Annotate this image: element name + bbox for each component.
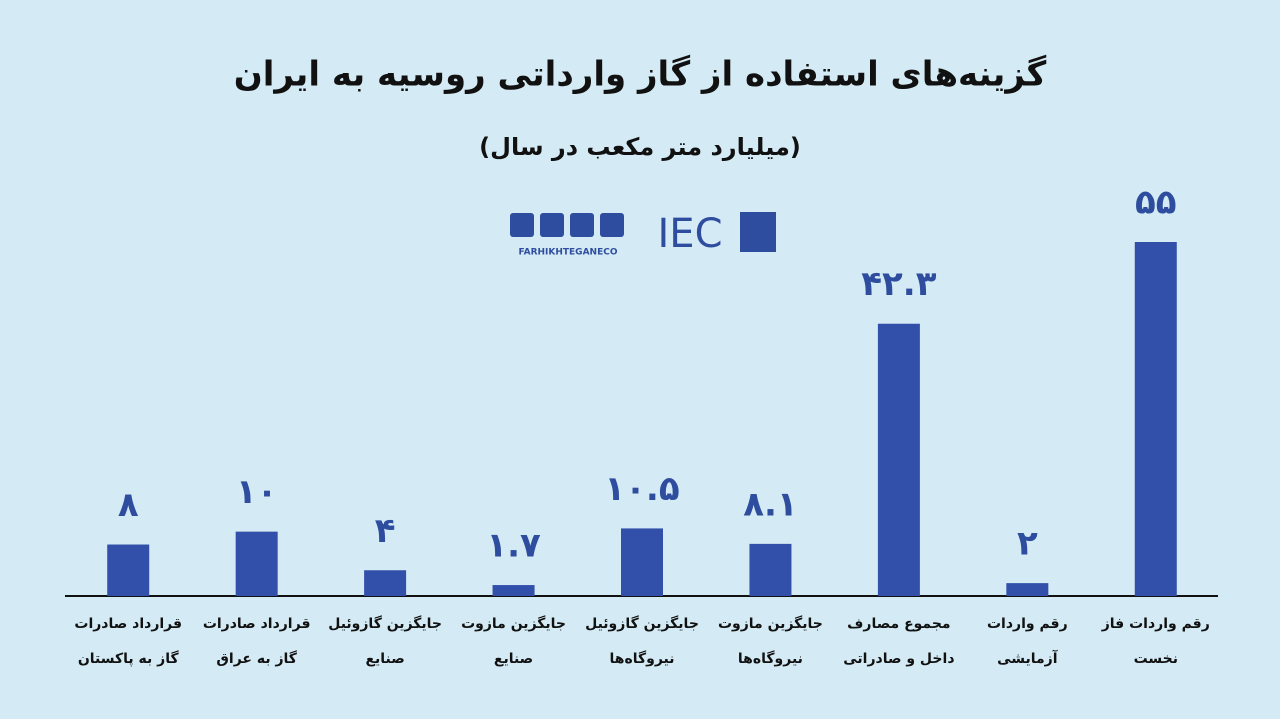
x-tick-label: قرارداد صادرات	[203, 616, 311, 632]
bar	[621, 528, 663, 596]
bar	[492, 585, 535, 596]
value-label: ۸.۱	[743, 484, 797, 524]
x-tick-label: جایگزین مازوت	[461, 615, 566, 632]
bar	[107, 544, 150, 596]
x-tick-label: آزمایشی	[997, 649, 1059, 667]
logo-mark: IEC	[658, 211, 723, 257]
bar	[749, 543, 792, 596]
bar	[877, 323, 920, 596]
value-label: ۲	[1017, 524, 1038, 564]
x-tick-label: جایگزین گازوئیل	[585, 615, 699, 632]
value-label: ۴۲.۳	[861, 264, 936, 304]
value-label: ۱.۷	[486, 526, 541, 566]
chart-subtitle: (میلیارد متر مکعب در سال)	[479, 133, 801, 161]
x-tick-label: صنایع	[494, 651, 533, 667]
x-tick-label: رقم واردات	[987, 616, 1068, 632]
bar	[235, 531, 278, 596]
social-icon	[540, 213, 564, 237]
x-tick-label: صنایع	[365, 651, 404, 667]
logo-text: FARHIKHTEGANECO	[519, 248, 618, 258]
value-label: ۱۰.۵	[604, 469, 679, 509]
chart-title: گزینه‌های استفاده از گاز وارداتی روسیه ب…	[234, 55, 1047, 95]
social-icon	[600, 213, 624, 237]
x-tick-label: جایگزین مازوت	[718, 615, 823, 632]
value-label: ۴	[375, 511, 396, 551]
value-label: ۵۵	[1135, 183, 1177, 223]
value-label: ۱۰	[236, 472, 278, 512]
x-tick-label: نخست	[1134, 651, 1178, 667]
social-icon	[570, 213, 594, 237]
x-tick-label: گاز به عراق	[216, 650, 297, 667]
bar	[1134, 242, 1177, 596]
x-tick-label: جایگزین گازوئیل	[328, 615, 442, 632]
x-tick-label: داخل و صادراتی	[843, 651, 954, 667]
value-label: ۸	[118, 485, 139, 525]
logo: FARHIKHTEGANECO IEC	[510, 211, 776, 258]
x-tick-label: گاز به پاکستان	[78, 650, 180, 667]
x-tick-label: نیروگاه‌ها	[609, 650, 674, 667]
bar	[1006, 583, 1049, 596]
x-tick-label: قرارداد صادرات	[74, 616, 182, 632]
social-icon	[510, 213, 534, 237]
x-tick-label: مجموع مصارف	[847, 616, 950, 632]
logo-badge	[740, 212, 776, 252]
x-tick-label: رقم واردات فاز	[1101, 616, 1210, 632]
x-tick-label: نیروگاه‌ها	[738, 650, 803, 667]
bar	[364, 570, 407, 596]
